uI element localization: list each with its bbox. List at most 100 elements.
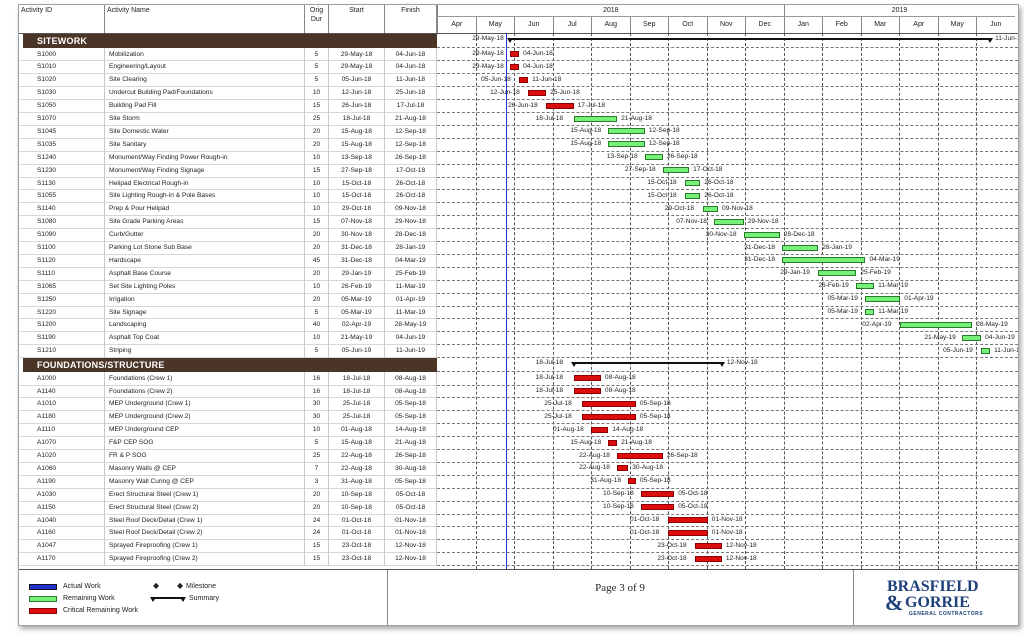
remaining-activity-bar[interactable] [644,154,663,161]
table-row[interactable]: S1010 Engineering/Layout 5 29-May-18 04-Jun-… [19,60,1018,74]
critical-activity-bar[interactable] [510,63,520,70]
activity-id-cell: S1230 [19,163,105,177]
remaining-activity-bar[interactable] [818,270,857,277]
table-row[interactable]: S1210 Striping 5 05-Jun-19 11-Jun-19 [19,344,1018,358]
critical-activity-bar[interactable] [641,491,675,498]
row-gridline [437,371,1018,373]
critical-activity-bar[interactable] [573,388,601,394]
table-row[interactable]: S1070 Site Storm 25 18-Jul-18 21-Aug-18 [19,112,1018,125]
table-row[interactable]: S1230 Monument/Way Finding Signage 15 27-Se… [19,163,1018,177]
table-row[interactable]: A1000 Foundations (Crew 1) 16 18-Jul-18 08-A… [19,371,1018,385]
table-row[interactable]: S1110 Asphalt Base Course 20 29-Jan-19 25-Fe… [19,266,1018,280]
critical-activity-bar[interactable] [510,51,520,57]
table-row[interactable]: A1020 FR & P SOG 25 22-Aug-18 26-Sep-18 [19,449,1018,462]
remaining-activity-bar[interactable] [608,128,645,135]
table-row[interactable]: S1140 Prep & Pour Helipad 10 29-Oct-18 09-No… [19,202,1018,216]
remaining-activity-bar[interactable] [662,167,690,174]
critical-activity-bar[interactable] [628,478,636,485]
critical-activity-bar[interactable] [617,452,663,459]
critical-activity-bar[interactable] [617,465,629,472]
remaining-activity-bar[interactable] [962,334,982,341]
finish-cell: 26-Sep-18 [385,449,437,462]
critical-activity-bar[interactable] [695,542,722,549]
table-row[interactable]: S1055 Site Lighting Rough-in & Pole Bases… [19,189,1018,203]
critical-activity-bar[interactable] [695,555,722,562]
row-divider [19,292,437,294]
table-row[interactable]: S1065 Set Site Lighting Poles 10 26-Feb-19 1… [19,279,1018,293]
remaining-activity-bar[interactable] [782,244,819,251]
remaining-activity-bar[interactable] [865,296,901,303]
remaining-activity-bar[interactable] [782,257,866,264]
critical-activity-bar[interactable] [668,517,708,523]
remaining-activity-bar[interactable] [685,192,701,199]
activity-name-cell: Foundations (Crew 1) [105,371,305,385]
table-row[interactable]: S1240 Monument/Way Finding Power Rough-in… [19,150,1018,164]
activity-name-cell: Engineering/Layout [105,60,305,74]
col-header-start[interactable]: Start [329,5,385,33]
table-row[interactable]: S1190 Asphalt Top Coat 10 21-May-19 04-Jun-1… [19,331,1018,345]
critical-activity-bar[interactable] [582,400,636,407]
col-header-orig-dur[interactable]: Orig Dur [305,5,329,33]
section-header[interactable]: FOUNDATIONS/STRUCTURE [23,358,437,373]
table-row[interactable]: S1035 Site Sanitary 20 15-Aug-18 12-Sep-18 [19,137,1018,151]
table-row[interactable]: A1110 MEP Underground CEP 10 01-Aug-18 14-Au… [19,423,1018,437]
remaining-activity-bar[interactable] [856,283,875,290]
table-row[interactable]: S1000 Mobilization 5 29-May-18 04-Jun-18 [19,47,1018,61]
table-row[interactable]: S1045 Site Domestic Water 20 15-Aug-18 12-Se… [19,124,1018,138]
critical-activity-bar[interactable] [641,504,675,511]
row-gridline [437,526,1018,528]
table-row[interactable]: S1220 Site Signage 5 05-Mar-19 11-Mar-19 [19,305,1018,319]
critical-activity-bar[interactable] [573,375,601,382]
remaining-activity-bar[interactable] [573,115,618,122]
activity-name-cell: Set Site Lighting Poles [105,279,305,293]
table-row[interactable]: S1090 Curb/Gutter 20 30-Nov-18 28-Dec-18 [19,228,1018,242]
section-header[interactable]: SITEWORK [23,34,437,48]
finish-cell: 05-Sep-18 [385,410,437,424]
remaining-activity-bar[interactable] [685,180,701,186]
table-row[interactable]: A1180 MEP Underground (Crew 2) 30 25-Jul-18… [19,410,1018,424]
month-label: Feb [822,17,861,33]
table-row[interactable]: S1020 Site Clearing 5 05-Jun-18 11-Jun-18 [19,73,1018,87]
table-row[interactable]: A1047 Sprayed Fireproofing (Crew 1) 15 23-O… [19,539,1018,553]
table-row[interactable]: S1200 Landscaping 40 02-Apr-19 28-May-19 [19,318,1018,332]
table-row[interactable]: A1160 Steel Roof Deck/Detail (Crew 2) 24 01… [19,526,1018,540]
table-row[interactable]: S1030 Undercut Building Pad/Foundations 10… [19,86,1018,100]
remaining-activity-bar[interactable] [743,231,780,238]
col-header-activity-id[interactable]: Activity ID [19,5,105,33]
col-header-activity-name[interactable]: Activity Name [105,5,305,33]
table-row[interactable]: A1150 Erect Structural Steel (Crew 2) 20 10… [19,500,1018,514]
table-row[interactable]: A1010 MEP Underground (Crew 1) 30 25-Jul-18… [19,397,1018,411]
table-row[interactable]: A1190 Masonry Wall Curing @ CEP 3 31-Aug-18… [19,474,1018,488]
table-row[interactable]: A1060 Masonry Walls @ CEP 7 22-Aug-18 30-Aug… [19,461,1018,475]
row-gridline [437,215,1018,217]
critical-activity-bar[interactable] [668,529,708,536]
table-row[interactable]: S1100 Parking Lot Stone Sub Base 20 31-Dec-… [19,241,1018,254]
activity-id-cell: S1220 [19,305,105,319]
table-row[interactable]: A1170 Sprayed Fireproofing (Crew 2) 15 23-O… [19,552,1018,566]
remaining-activity-bar[interactable] [900,321,973,328]
table-row[interactable]: S1050 Building Pad Fill 15 26-Jun-18 17-Jul-… [19,99,1018,113]
orig-dur-cell: 20 [305,292,329,306]
table-row[interactable]: A1070 F&P CEP SOG 5 15-Aug-18 21-Aug-18 [19,436,1018,450]
table-row[interactable]: S1080 Site Grade Parking Areas 15 07-Nov-18… [19,215,1018,229]
critical-activity-bar[interactable] [582,413,636,420]
critical-activity-bar[interactable] [591,426,609,433]
table-row[interactable]: S1250 Irrigation 20 05-Mar-19 01-Apr-19 [19,292,1018,306]
remaining-activity-bar[interactable] [714,218,744,225]
critical-activity-bar[interactable] [546,102,574,109]
summary-finish-label: 11-Jun-19 [995,35,1018,42]
table-row[interactable]: A1040 Steel Roof Deck/Detail (Crew 1) 24 01… [19,513,1018,527]
table-row[interactable]: S1130 Helipad Electrical Rough-in 10 15-Oct… [19,176,1018,190]
critical-activity-bar[interactable] [528,89,547,96]
remaining-activity-bar[interactable] [608,141,645,148]
remaining-activity-bar[interactable] [981,347,991,354]
col-header-finish[interactable]: Finish [385,5,437,33]
critical-activity-bar[interactable] [608,439,618,446]
remaining-activity-bar[interactable] [865,309,875,315]
bar-finish-label: 04-Mar-19 [869,256,900,264]
table-row[interactable]: S1120 Hardscape 45 31-Dec-18 04-Mar-19 [19,253,1018,267]
table-row[interactable]: A1140 Foundations (Crew 2) 16 18-Jul-18 08-A… [19,384,1018,398]
critical-activity-bar[interactable] [519,76,529,83]
remaining-activity-bar[interactable] [702,205,719,212]
table-row[interactable]: A1030 Erect Structural Steel (Crew 1) 20 10… [19,487,1018,501]
